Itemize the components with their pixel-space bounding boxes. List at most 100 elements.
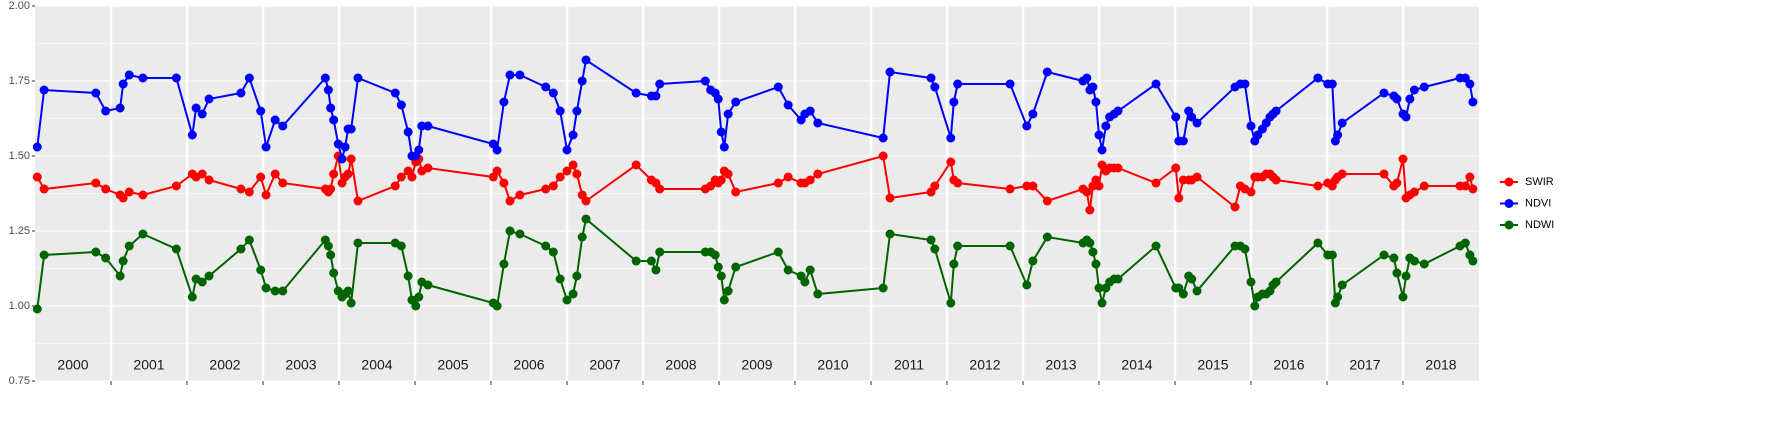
data-point	[515, 229, 525, 239]
data-point	[953, 241, 963, 251]
data-point	[492, 166, 502, 176]
data-point	[32, 172, 42, 182]
data-point	[337, 154, 347, 164]
data-point	[256, 265, 266, 275]
data-point	[773, 82, 783, 92]
year-label: 2018	[1425, 357, 1456, 373]
data-point	[1333, 292, 1343, 302]
data-point	[340, 142, 350, 152]
data-point	[390, 181, 400, 191]
data-point	[731, 262, 741, 272]
data-point	[32, 142, 42, 152]
data-point	[278, 121, 288, 131]
data-point	[278, 178, 288, 188]
data-point	[713, 94, 723, 104]
legend-marker	[1504, 199, 1514, 208]
data-point	[655, 184, 665, 194]
data-point	[1028, 181, 1038, 191]
data-point	[323, 85, 333, 95]
data-point	[541, 241, 551, 251]
data-point	[1271, 277, 1281, 287]
data-point	[118, 193, 128, 203]
data-point	[326, 184, 336, 194]
data-point	[403, 271, 413, 281]
year-label: 2007	[589, 357, 620, 373]
y-tick-label: 1.75	[9, 75, 30, 87]
data-point	[719, 142, 729, 152]
data-point	[124, 187, 134, 197]
data-point	[716, 175, 726, 185]
data-point	[423, 121, 433, 131]
data-point	[1240, 79, 1250, 89]
data-point	[878, 133, 888, 143]
data-point	[1337, 118, 1347, 128]
data-point	[407, 172, 417, 182]
year-label: 2004	[361, 357, 392, 373]
data-point	[926, 235, 936, 245]
data-point	[204, 175, 214, 185]
data-point	[390, 88, 400, 98]
data-point	[1333, 130, 1343, 140]
data-point	[326, 103, 336, 113]
data-point	[731, 187, 741, 197]
data-point	[171, 73, 181, 83]
data-point	[1465, 172, 1475, 182]
data-point	[1468, 97, 1478, 107]
data-point	[930, 82, 940, 92]
data-point	[631, 160, 641, 170]
data-point	[1409, 187, 1419, 197]
data-point	[1419, 181, 1429, 191]
data-point	[555, 274, 565, 284]
data-point	[885, 67, 895, 77]
data-point	[1171, 112, 1181, 122]
data-point	[1379, 250, 1389, 260]
data-point	[118, 256, 128, 266]
year-label: 2015	[1197, 357, 1228, 373]
data-point	[1097, 145, 1107, 155]
data-point	[346, 298, 356, 308]
data-point	[1178, 136, 1188, 146]
data-point	[949, 97, 959, 107]
data-point	[1405, 94, 1415, 104]
data-point	[171, 244, 181, 254]
data-point	[1398, 154, 1408, 164]
data-point	[244, 73, 254, 83]
data-point	[1192, 118, 1202, 128]
data-point	[1465, 79, 1475, 89]
data-point	[101, 184, 111, 194]
data-point	[505, 70, 515, 80]
data-point	[1113, 106, 1123, 116]
data-point	[187, 130, 197, 140]
data-point	[396, 100, 406, 110]
data-point	[631, 256, 641, 266]
data-point	[256, 106, 266, 116]
data-point	[949, 259, 959, 269]
data-point	[204, 271, 214, 281]
data-point	[1088, 247, 1098, 257]
data-point	[1460, 181, 1470, 191]
data-point	[1398, 292, 1408, 302]
data-point	[329, 115, 339, 125]
data-point	[333, 139, 343, 149]
data-point	[548, 247, 558, 257]
data-point	[885, 193, 895, 203]
data-point	[716, 271, 726, 281]
year-label: 2010	[817, 357, 848, 373]
data-point	[1042, 67, 1052, 77]
data-point	[91, 178, 101, 188]
data-point	[492, 301, 502, 311]
data-point	[1246, 277, 1256, 287]
data-point	[138, 73, 148, 83]
data-point	[261, 283, 271, 293]
data-point	[261, 190, 271, 200]
data-point	[878, 151, 888, 161]
data-point	[572, 106, 582, 116]
data-point	[773, 178, 783, 188]
data-point	[91, 247, 101, 257]
data-point	[1392, 178, 1402, 188]
data-point	[236, 184, 246, 194]
data-point	[326, 250, 336, 260]
data-point	[1022, 280, 1032, 290]
y-tick-label: 2.00	[9, 0, 30, 12]
data-point	[499, 259, 509, 269]
